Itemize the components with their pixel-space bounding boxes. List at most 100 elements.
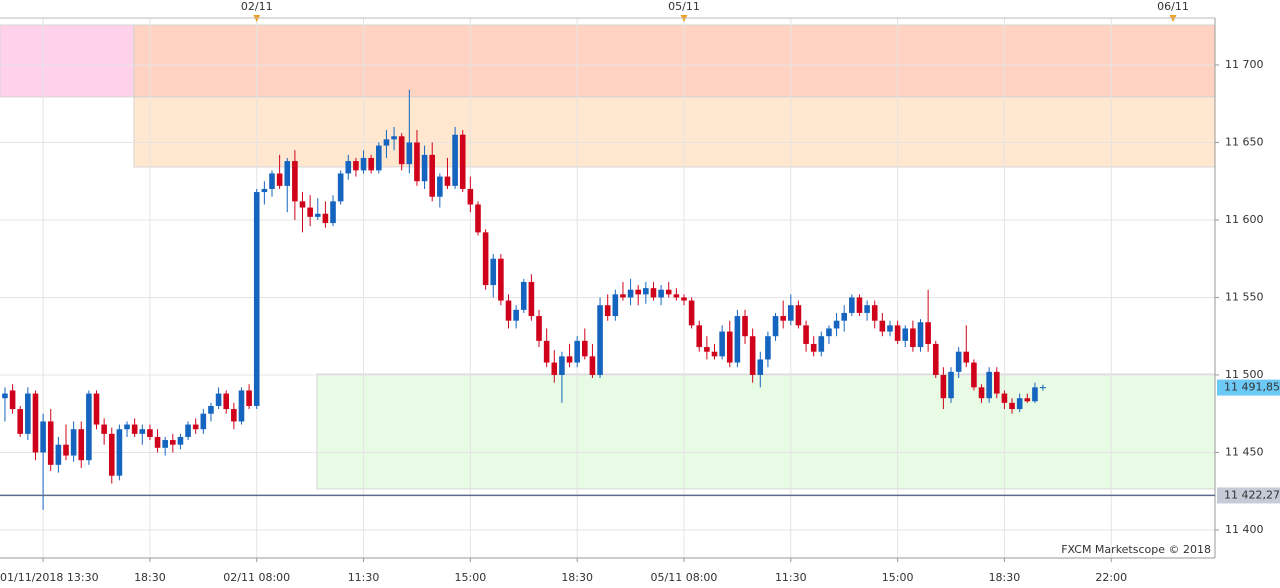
candle-body bbox=[139, 429, 146, 434]
candle-body bbox=[9, 390, 16, 410]
candle-body bbox=[1024, 398, 1031, 402]
candle-body bbox=[993, 371, 1000, 394]
candle-body bbox=[147, 429, 153, 437]
price-zone bbox=[133, 24, 1216, 98]
candle-body bbox=[475, 204, 481, 233]
x-tick-label: 18:30 bbox=[134, 571, 166, 584]
candle-body bbox=[284, 161, 291, 186]
candle-body bbox=[978, 387, 985, 399]
candle-body bbox=[520, 281, 527, 310]
candle-body bbox=[597, 305, 603, 375]
x-tick-label: 11:30 bbox=[348, 571, 380, 584]
last-price-label: 11 491,85 bbox=[1224, 381, 1280, 394]
candle-body bbox=[208, 405, 214, 414]
candle-body bbox=[536, 316, 542, 341]
candle-body bbox=[765, 336, 771, 360]
candle-body bbox=[70, 429, 77, 456]
candle-body bbox=[498, 258, 504, 301]
candle-body bbox=[429, 154, 436, 197]
candle-body bbox=[253, 192, 260, 406]
candle-body bbox=[40, 421, 46, 453]
candle-body bbox=[780, 316, 786, 321]
candle-body bbox=[688, 300, 695, 326]
candle-body bbox=[482, 232, 489, 286]
candle-body bbox=[887, 325, 893, 332]
price-zone bbox=[133, 96, 1216, 168]
candle-body bbox=[559, 356, 565, 375]
candle-body bbox=[185, 424, 191, 437]
candle-body bbox=[696, 325, 703, 348]
candle-body bbox=[543, 340, 550, 363]
candle-body bbox=[902, 328, 909, 341]
candle-body bbox=[231, 409, 237, 422]
candle-body bbox=[513, 309, 519, 321]
candle-body bbox=[910, 328, 916, 348]
x-tick-label: 02/11 08:00 bbox=[223, 571, 290, 584]
candle-body bbox=[871, 305, 878, 321]
y-tick-label: 11 600 bbox=[1225, 213, 1264, 226]
candle-body bbox=[772, 316, 779, 337]
candle-body bbox=[711, 351, 718, 357]
candle-body bbox=[963, 351, 970, 363]
candle-body bbox=[574, 340, 580, 363]
candle-body bbox=[528, 281, 535, 317]
candle-body bbox=[269, 173, 275, 189]
candle-body bbox=[864, 305, 870, 313]
candle-body bbox=[665, 289, 672, 295]
candle-body bbox=[192, 424, 199, 430]
candle-body bbox=[131, 424, 138, 434]
candle-body bbox=[421, 154, 428, 182]
candle-body bbox=[55, 444, 62, 465]
candle-body bbox=[78, 429, 85, 461]
candle-body bbox=[948, 371, 954, 399]
price-zone bbox=[0, 24, 135, 98]
candle-body bbox=[635, 289, 642, 295]
x-tick-label: 18:30 bbox=[561, 571, 593, 584]
y-tick-label: 11 650 bbox=[1225, 135, 1264, 148]
candle-body bbox=[246, 390, 252, 406]
candle-body bbox=[627, 289, 634, 298]
candle-body bbox=[154, 436, 161, 448]
x-tick-label: 01/11/2018 13:30 bbox=[0, 571, 99, 584]
candle-body bbox=[368, 157, 374, 171]
candle-body bbox=[200, 413, 207, 430]
candle-body bbox=[398, 136, 405, 165]
candle-body bbox=[551, 362, 558, 375]
candle-body bbox=[749, 336, 756, 375]
candle-body bbox=[612, 294, 619, 317]
candle-body bbox=[391, 136, 397, 140]
candle-body bbox=[467, 188, 474, 205]
candle-body bbox=[505, 300, 512, 321]
candle-body bbox=[795, 305, 802, 326]
candle-body bbox=[955, 351, 962, 372]
candle-body bbox=[353, 161, 359, 171]
candle-body bbox=[383, 139, 390, 146]
candle-body bbox=[108, 433, 115, 476]
y-tick-label: 11 450 bbox=[1225, 445, 1264, 458]
candle-body bbox=[292, 161, 298, 202]
x-tick-label: 18:30 bbox=[989, 571, 1021, 584]
candle-body bbox=[658, 289, 664, 298]
candle-body bbox=[376, 145, 382, 171]
y-tick-label: 11 400 bbox=[1225, 523, 1264, 536]
candle-body bbox=[337, 173, 344, 202]
candle-body bbox=[116, 429, 123, 476]
candle-body bbox=[223, 393, 230, 410]
candle-body bbox=[917, 322, 924, 348]
candle-body bbox=[459, 134, 466, 189]
candle-body bbox=[818, 336, 825, 352]
candle-body bbox=[719, 331, 725, 357]
candle-body bbox=[47, 421, 54, 465]
candle-body bbox=[452, 134, 458, 186]
candle-body bbox=[17, 409, 24, 434]
candle-body bbox=[437, 176, 443, 197]
candle-body bbox=[322, 213, 329, 224]
candle-body bbox=[856, 297, 863, 313]
candle-body bbox=[215, 393, 222, 406]
hline-label: 11 422,27 bbox=[1224, 488, 1280, 501]
candle-body bbox=[1016, 398, 1023, 410]
x-tick-label: 15:00 bbox=[455, 571, 487, 584]
x-tick-label: 15:00 bbox=[882, 571, 914, 584]
candle-body bbox=[124, 424, 130, 430]
